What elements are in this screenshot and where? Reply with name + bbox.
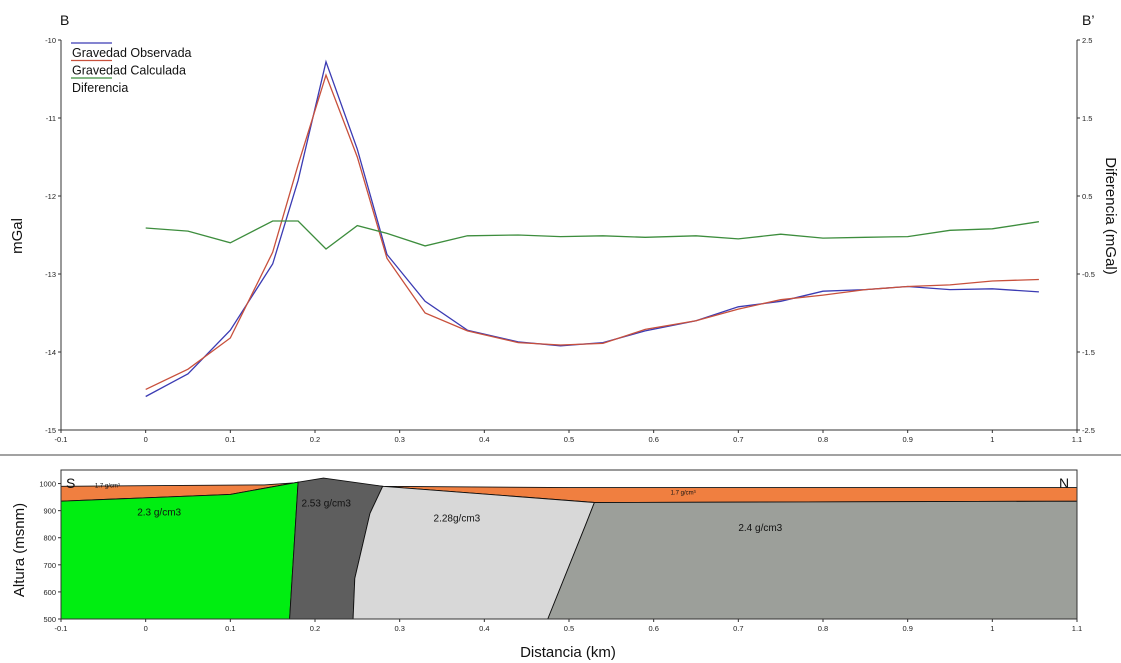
y-tick-label: -15	[45, 426, 56, 435]
y-tick-label: -14	[45, 348, 56, 357]
density-label: 1.7 g/cm³	[671, 490, 696, 496]
y2-tick-label: 0.5	[1082, 192, 1092, 201]
gravity-chart: B B’ mGal Diferencia (mGal) -10 -11 -12 -13…	[9, 12, 1119, 444]
density-label: 1.7 g/cm³	[95, 484, 120, 490]
y-tick-label: -10	[45, 36, 56, 45]
corner-label-south: S	[66, 475, 75, 491]
y2-tick-label: -1.5	[1082, 348, 1095, 357]
x-tick-label: 0.9	[902, 435, 912, 444]
x-axis-title: Distancia (km)	[520, 644, 616, 661]
density-label: 2.28g/cm3	[434, 513, 481, 524]
density-model: 1.7 g/cm³ 1.7 g/cm³ 2.3 g/cm3 2.53 g/cm3 2.2…	[11, 469, 1082, 661]
legend-label: Gravedad Observada	[72, 46, 192, 60]
x-tick-label: 0.7	[733, 435, 743, 444]
model-x-tick-label: 0.7	[733, 624, 743, 633]
series-line-diferencia	[145, 220, 1039, 250]
x-tick-label: 0.3	[394, 435, 404, 444]
model-y-axis-title: Altura (msnm)	[11, 503, 28, 597]
x-tick-label: 0.1	[225, 435, 235, 444]
density-layer-5	[547, 500, 1078, 620]
x-tick-label: 0.5	[564, 435, 574, 444]
series-line-gravedad-calculada	[145, 73, 1039, 390]
model-y-tick-label: 600	[43, 588, 56, 597]
model-y-tick-label: 1000	[39, 480, 56, 489]
gravity-series	[145, 59, 1039, 398]
model-y-tick-label: 700	[43, 561, 56, 570]
model-y-tick-label: 800	[43, 534, 56, 543]
model-x-tick-label: 0.3	[394, 624, 404, 633]
density-layer-2	[60, 481, 299, 620]
density-label: 2.4 g/cm3	[738, 523, 782, 534]
density-label: 2.53 g/cm3	[301, 499, 351, 510]
model-y-tick-label: 900	[43, 507, 56, 516]
model-x-tick-label: -0.1	[55, 624, 68, 633]
model-x-tick-label: 0.1	[225, 624, 235, 633]
corner-label-right: B’	[1082, 12, 1094, 28]
model-x-tick-label: 0.6	[648, 624, 658, 633]
legend: Gravedad Observada Gravedad Calculada Dife…	[71, 42, 192, 95]
y2-tick-label: 2.5	[1082, 36, 1092, 45]
y2-axis-title: Diferencia (mGal)	[1102, 157, 1119, 275]
x-tick-label: 0.4	[479, 435, 489, 444]
y-tick-label: -11	[46, 114, 56, 123]
x-tick-label: 0.2	[310, 435, 320, 444]
model-x-tick-label: 1.1	[1072, 624, 1082, 633]
gravity-axes: -10 -11 -12 -13 -14 -15 2.5 1.5 0.5 -0.5 -1.5 -2.5 -…	[45, 36, 1095, 444]
density-label: 2.3 g/cm3	[137, 508, 181, 519]
x-tick-label: -0.1	[55, 435, 68, 444]
y2-tick-label: -0.5	[1082, 270, 1095, 279]
model-axes: 1000 900 800 700 600 500-0.1 0 0.1 0.2 0.3 0.4 0.5 0…	[39, 469, 1082, 633]
model-x-tick-label: 0.8	[818, 624, 828, 633]
model-x-tick-label: 0.9	[902, 624, 912, 633]
corner-label-left: B	[60, 12, 69, 28]
x-tick-label: 0.8	[818, 435, 828, 444]
x-tick-label: 0.6	[648, 435, 658, 444]
corner-label-north: N	[1059, 475, 1069, 491]
model-x-tick-label: 0.2	[310, 624, 320, 633]
y2-tick-label: 1.5	[1082, 114, 1092, 123]
x-tick-label: 0	[144, 435, 148, 444]
legend-label: Diferencia	[72, 81, 128, 95]
x-tick-label: 1.1	[1072, 435, 1082, 444]
model-x-tick-label: 0.4	[479, 624, 489, 633]
x-tick-label: 1	[990, 435, 994, 444]
density-layers: 1.7 g/cm³ 1.7 g/cm³ 2.3 g/cm3 2.53 g/cm3 2.2…	[60, 477, 1078, 620]
y-axis-title: mGal	[9, 218, 26, 254]
y2-tick-label: -2.5	[1082, 426, 1095, 435]
y-tick-label: -13	[45, 270, 56, 279]
legend-label: Gravedad Calculada	[72, 64, 186, 78]
model-x-tick-label: 0	[144, 624, 148, 633]
y-tick-label: -12	[45, 192, 56, 201]
model-x-tick-label: 0.5	[564, 624, 574, 633]
model-x-tick-label: 1	[990, 624, 994, 633]
model-y-tick-label: 500	[43, 615, 56, 624]
